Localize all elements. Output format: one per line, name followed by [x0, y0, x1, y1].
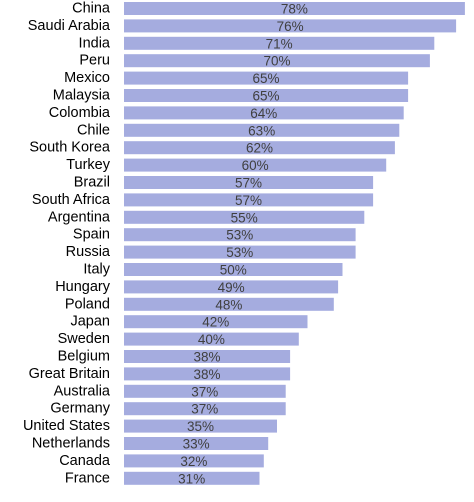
value-label-brazil: 57%	[235, 176, 262, 191]
value-label-peru: 70%	[263, 54, 290, 69]
value-label-poland: 48%	[215, 297, 242, 312]
category-label-mexico: Mexico	[64, 70, 110, 86]
category-label-hungary: Hungary	[55, 279, 111, 295]
bar-australia	[124, 384, 286, 398]
category-label-italy: Italy	[83, 262, 110, 278]
category-label-netherlands: Netherlands	[32, 436, 110, 452]
value-label-south-africa: 57%	[235, 193, 262, 208]
bar-canada	[124, 454, 264, 468]
value-label-united-states: 35%	[187, 419, 214, 434]
bar-hungary	[124, 280, 339, 294]
category-label-brazil: Brazil	[74, 175, 110, 191]
value-label-argentina: 55%	[231, 210, 258, 225]
bar-peru	[124, 54, 430, 68]
value-label-great-britain: 38%	[193, 367, 220, 382]
bar-brazil	[124, 176, 374, 189]
value-label-saudi-arabia: 76%	[277, 19, 304, 34]
value-label-south-korea: 62%	[246, 141, 273, 156]
category-label-germany: Germany	[50, 401, 110, 417]
bar-chile	[124, 123, 400, 137]
category-label-poland: Poland	[65, 296, 110, 312]
bar-russia	[124, 245, 356, 259]
category-label-turkey: Turkey	[66, 157, 111, 173]
value-label-colombia: 64%	[250, 106, 277, 121]
category-label-argentina: Argentina	[48, 209, 111, 225]
bar-malaysia	[124, 89, 409, 102]
bar-south-korea	[124, 141, 395, 155]
category-label-saudi-arabia: Saudi Arabia	[28, 18, 111, 34]
value-label-india: 71%	[266, 36, 293, 51]
bar-colombia	[124, 106, 404, 120]
value-label-chile: 63%	[248, 123, 275, 138]
value-label-mexico: 65%	[252, 71, 279, 86]
category-label-france: France	[65, 470, 110, 486]
category-label-malaysia: Malaysia	[53, 88, 111, 104]
bar-india	[124, 36, 435, 50]
bar-france	[124, 471, 260, 485]
value-label-japan: 42%	[202, 315, 229, 330]
bar-turkey	[124, 158, 387, 172]
value-label-italy: 50%	[220, 263, 247, 278]
bar-china	[124, 2, 465, 15]
category-label-colombia: Colombia	[49, 105, 111, 121]
value-label-sweden: 40%	[198, 332, 225, 347]
value-labels-group: 78% 76% 71% 70% 65% 65% 64% 63% 62% 60% 57% 57% 55% 5…	[178, 2, 308, 487]
value-label-belgium: 38%	[193, 350, 220, 365]
value-label-malaysia: 65%	[252, 89, 279, 104]
category-label-spain: Spain	[73, 227, 110, 243]
value-label-hungary: 49%	[218, 280, 245, 295]
bar-mexico	[124, 71, 409, 85]
category-label-south-africa: South Africa	[32, 192, 111, 208]
bar-great-britain	[124, 367, 291, 381]
bar-poland	[124, 297, 334, 311]
category-label-chile: Chile	[77, 122, 110, 138]
bar-japan	[124, 315, 308, 329]
category-label-russia: Russia	[66, 244, 111, 260]
category-label-india: India	[79, 35, 111, 51]
category-label-australia: Australia	[54, 383, 111, 399]
bar-saudi-arabia	[124, 19, 457, 33]
category-label-united-states: United States	[23, 418, 110, 434]
bar-spain	[124, 228, 356, 242]
category-label-peru: Peru	[79, 53, 110, 69]
category-label-canada: Canada	[59, 453, 111, 469]
bars-group	[124, 2, 465, 485]
bar-argentina	[124, 210, 365, 224]
bar-belgium	[124, 350, 291, 363]
value-label-canada: 32%	[180, 454, 207, 469]
category-label-sweden: Sweden	[58, 331, 110, 347]
category-label-china: China	[72, 1, 111, 17]
bar-italy	[124, 263, 343, 276]
value-label-russia: 53%	[226, 245, 253, 260]
value-label-spain: 53%	[226, 228, 253, 243]
bar-netherlands	[124, 437, 269, 450]
bar-germany	[124, 402, 286, 416]
category-label-south-korea: South Korea	[29, 140, 111, 156]
category-label-belgium: Belgium	[58, 349, 110, 365]
value-label-netherlands: 33%	[183, 437, 210, 452]
value-label-germany: 37%	[191, 402, 218, 417]
category-label-great-britain: Great Britain	[29, 366, 110, 382]
bar-south-africa	[124, 193, 374, 207]
bar-united-states	[124, 419, 277, 433]
value-label-australia: 37%	[191, 384, 218, 399]
value-label-turkey: 60%	[242, 158, 269, 173]
category-label-japan: Japan	[70, 314, 110, 330]
bar-sweden	[124, 332, 299, 346]
value-label-france: 31%	[178, 471, 205, 486]
value-label-china: 78%	[281, 2, 308, 17]
